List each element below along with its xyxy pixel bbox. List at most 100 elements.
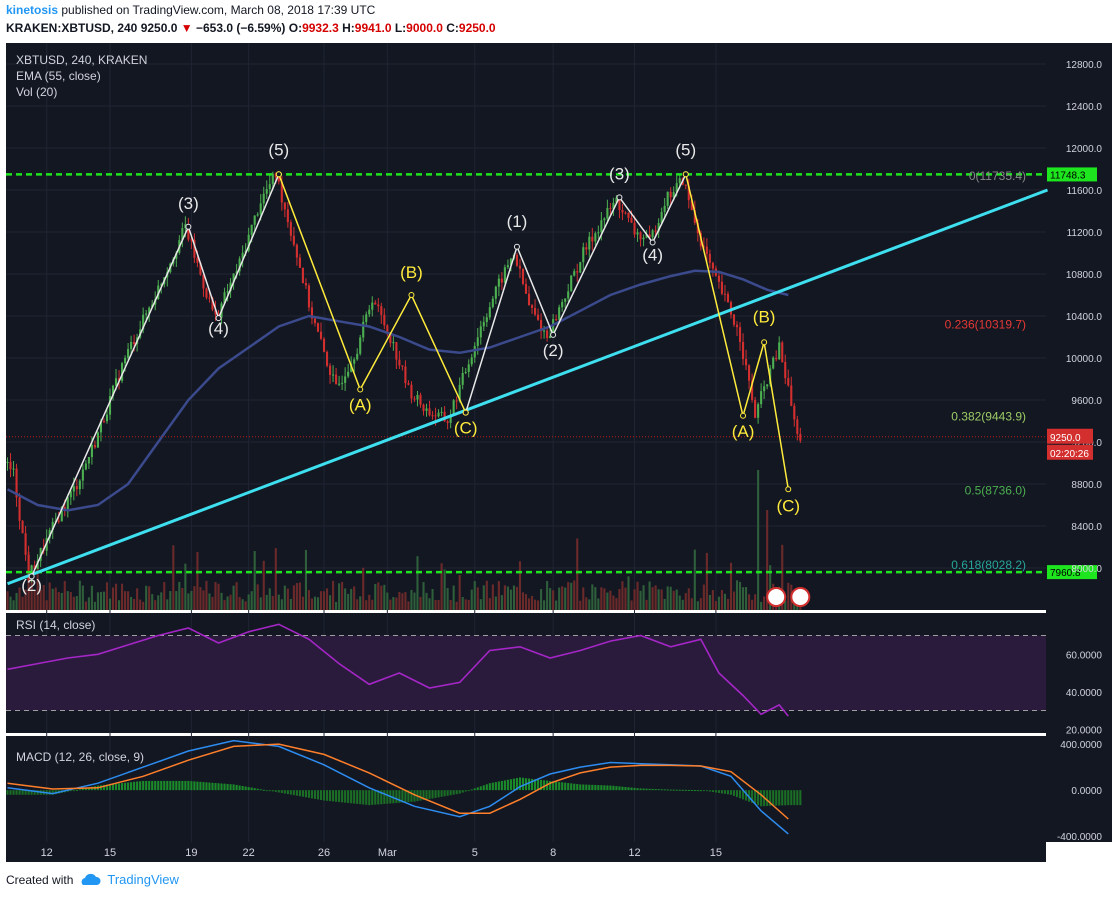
rsi-axis-tick: 20.0000 [1066, 725, 1103, 736]
volume-bar [672, 590, 675, 610]
volume-bar [69, 592, 72, 610]
open-value: 9932.3 [302, 21, 339, 35]
price-axis-tick: 10800.0 [1066, 270, 1103, 281]
macd-axis-tick: 400.0000 [1060, 740, 1102, 751]
impulse-wave-point [550, 331, 557, 338]
macd-histogram-bar [30, 790, 33, 795]
candle-body [458, 384, 461, 401]
volume-bar [90, 585, 93, 610]
macd-histogram-bar [485, 784, 488, 791]
volume-bar [18, 587, 21, 610]
candle-body [301, 267, 304, 284]
candle-body [359, 337, 362, 354]
macd-histogram-bar [503, 780, 506, 791]
last-price: 9250.0 [140, 21, 178, 35]
candle-body [404, 366, 407, 384]
macd-histogram-bar [748, 790, 751, 802]
macd-histogram-bar [494, 782, 497, 791]
volume-bar [784, 600, 787, 610]
time-axis-tick: Mar [378, 847, 397, 859]
macd-histogram-bar [298, 790, 301, 797]
macd-histogram-bar [576, 784, 579, 791]
candle-body [271, 173, 274, 185]
macd-histogram-bar [21, 790, 24, 795]
candle-body [443, 411, 446, 422]
volume-bar [136, 588, 139, 610]
impulse-wave-label: (2) [543, 341, 564, 360]
candle-body [265, 189, 268, 194]
candle-body [702, 246, 705, 248]
volume-bar [512, 585, 515, 610]
tradingview-link[interactable]: TradingView [107, 872, 179, 887]
macd-histogram-bar [431, 790, 434, 799]
macd-histogram-bar [687, 789, 690, 791]
volume-bar [250, 591, 253, 610]
candle-body [482, 322, 485, 327]
candle-body [283, 202, 286, 210]
macd-histogram-bar [666, 789, 669, 791]
candle-body [552, 319, 555, 337]
candle-body [18, 497, 21, 521]
volume-bar [114, 583, 118, 610]
candle-body [594, 233, 597, 242]
candle-body [720, 281, 723, 294]
corrective-wave-point [682, 171, 689, 178]
chart-canvas[interactable]: 11748.3 7960.8 0(11735.4) 0.236(10319.7) 0.3… [0, 40, 1112, 862]
volume-bar [573, 580, 576, 610]
impulse-wave-label: (1) [507, 212, 528, 231]
macd-histogram-bar [479, 786, 482, 791]
price-axis-tick: 11200.0 [1067, 228, 1103, 239]
candle-body [642, 237, 645, 240]
volume-bar [172, 545, 175, 610]
volume-bar [708, 595, 711, 610]
candle-body [247, 234, 250, 251]
published-text: published on TradingView.com, March 08, … [61, 3, 376, 17]
symbol-name[interactable]: KRAKEN:XBTUSD, 240 [6, 21, 138, 35]
volume-bar [262, 560, 265, 610]
volume-bar [621, 581, 624, 610]
candle-body [684, 184, 687, 186]
macd-histogram-bar [473, 788, 476, 791]
volume-bar [398, 592, 401, 610]
volume-bar [564, 587, 567, 610]
macd-histogram-bar [708, 790, 711, 792]
candle-body [597, 232, 600, 234]
candle-body [754, 399, 757, 418]
macd-histogram-bar [419, 790, 422, 801]
macd-histogram-bar [202, 782, 205, 791]
last-price-badge [1047, 428, 1093, 444]
corrective-wave-point [761, 339, 768, 346]
candle-body [395, 342, 398, 360]
price-axis-tick: 12400.0 [1066, 102, 1103, 113]
candle-body [81, 469, 84, 481]
volume-bar [660, 589, 663, 610]
macd-histogram-bar [114, 783, 118, 791]
candle-body [63, 507, 66, 510]
price-pane[interactable] [6, 43, 1046, 610]
candle-body [145, 313, 148, 315]
volume-bar [166, 599, 169, 610]
rsi-line [7, 623, 789, 717]
volume-bar [729, 562, 733, 610]
time-axis-tick: 8 [550, 847, 556, 859]
volume-bar [265, 594, 268, 610]
macd-histogram-bar [124, 782, 127, 791]
candle-body [790, 385, 793, 406]
macd-histogram-bar [624, 786, 627, 791]
volume-bar [395, 597, 398, 610]
time-axis[interactable] [6, 842, 1046, 862]
candle-body [555, 319, 558, 321]
macd-histogram-bar [301, 790, 304, 797]
author-link[interactable]: kinetosis [6, 3, 59, 17]
macd-histogram-bar [745, 790, 748, 801]
volume-bar [247, 594, 250, 610]
impulse-wave-point [513, 243, 520, 250]
rsi-band-fill [6, 635, 1046, 711]
macd-histogram-bar [757, 790, 760, 806]
candle-body [741, 341, 745, 360]
macd-histogram-bar [467, 790, 470, 792]
candle-body [241, 252, 244, 259]
candle-body [657, 222, 660, 232]
candle-body [705, 246, 708, 254]
macd-histogram-bar [18, 790, 21, 795]
